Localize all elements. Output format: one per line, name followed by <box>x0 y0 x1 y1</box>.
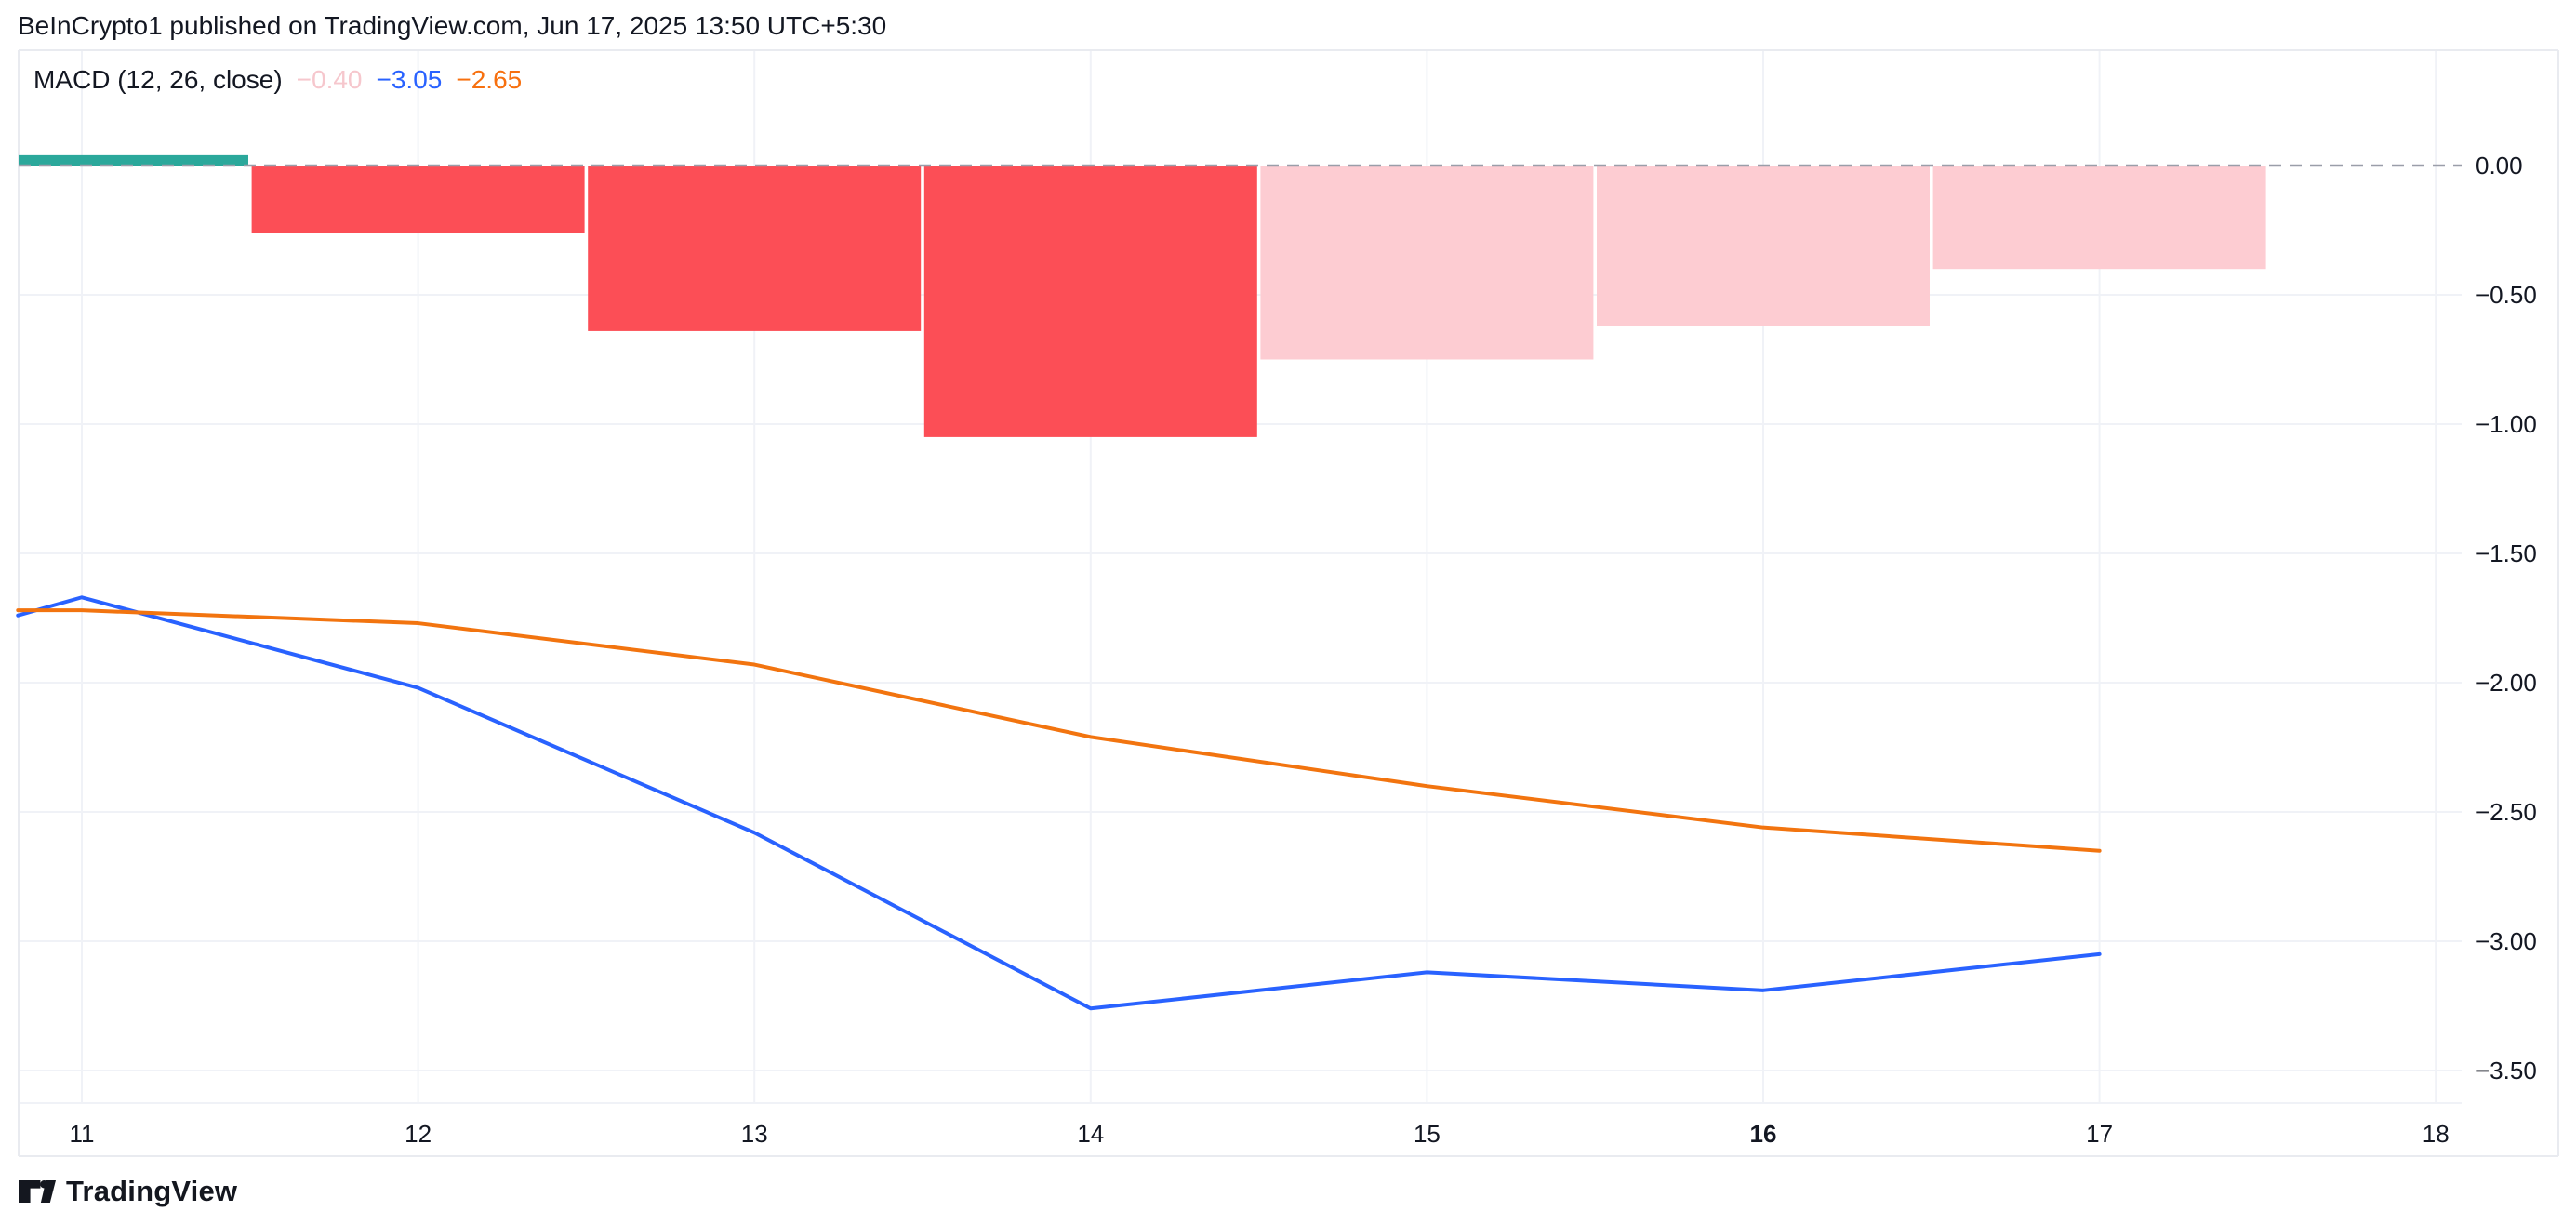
price-axis-label: 0.00 <box>2476 152 2523 180</box>
tradingview-logo-icon <box>19 1180 56 1203</box>
pane-frame <box>18 49 2559 1157</box>
macd-line <box>16 595 2102 1011</box>
time-axis-label: 15 <box>1414 1120 1441 1148</box>
histogram-bar <box>19 154 248 166</box>
histogram-bar <box>923 166 1257 437</box>
time-axis-label: 14 <box>1077 1120 1104 1148</box>
price-axis-label: −2.50 <box>2476 798 2537 826</box>
indicator-legend: MACD (12, 26, close) −0.40 −3.05 −2.65 <box>33 64 522 96</box>
indicator-label: MACD (12, 26, close) <box>33 65 283 94</box>
time-axis-label: 12 <box>405 1120 432 1148</box>
histogram-bar <box>1932 166 2266 270</box>
time-axis-labels: 11 12 13 14 15 16 17 18 <box>70 1120 2450 1148</box>
histogram-bars <box>19 154 2266 437</box>
time-axis-label: 11 <box>70 1120 95 1148</box>
indicator-value: −2.65 <box>456 65 523 94</box>
price-axis-label: −1.50 <box>2476 539 2537 567</box>
tradingview-logo[interactable]: TradingView <box>19 1173 237 1210</box>
signal-line <box>16 608 2102 853</box>
histogram-bar <box>1260 166 1594 360</box>
price-axis-label: −3.00 <box>2476 927 2537 955</box>
time-axis-label: 18 <box>2423 1120 2450 1148</box>
price-axis-labels: 0.00 −0.50 −1.00 −1.50 −2.00 −2.50 −3.00 −3.50 <box>2476 152 2537 1084</box>
price-axis-label: −2.00 <box>2476 669 2537 697</box>
time-axis-label: 17 <box>2086 1120 2113 1148</box>
time-axis-label: 16 <box>1750 1120 1777 1148</box>
price-axis-label: −1.00 <box>2476 410 2537 438</box>
time-axis-label: 13 <box>741 1120 768 1148</box>
indicator-value: −0.40 <box>296 65 363 94</box>
histogram-bar <box>588 166 922 331</box>
price-axis-label: −3.50 <box>2476 1057 2537 1084</box>
price-axis-label: −0.50 <box>2476 281 2537 309</box>
brand-text: TradingView <box>66 1175 238 1207</box>
header-attribution: BeInCrypto1 published on TradingView.com… <box>18 11 887 40</box>
histogram-bar <box>251 166 585 233</box>
indicator-value: −3.05 <box>376 65 443 94</box>
histogram-bar <box>1597 166 1930 326</box>
